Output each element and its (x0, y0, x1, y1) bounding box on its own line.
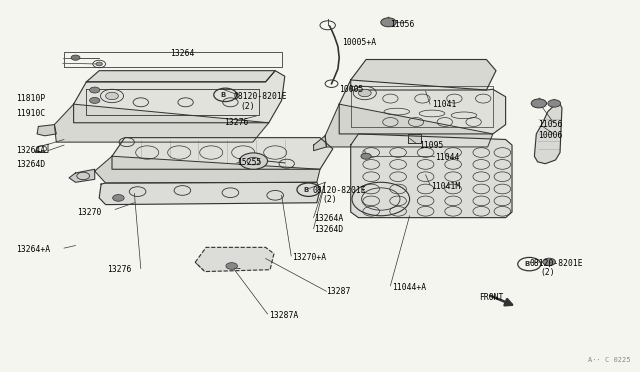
Text: 08120-8201E: 08120-8201E (530, 259, 584, 267)
Text: 13264A: 13264A (314, 214, 343, 223)
Text: 13287: 13287 (326, 287, 351, 296)
Text: 13264+A: 13264+A (16, 245, 50, 254)
Circle shape (543, 258, 556, 266)
Text: 11910C: 11910C (16, 109, 45, 118)
Polygon shape (54, 104, 269, 142)
Polygon shape (74, 71, 285, 123)
Text: 10005+A: 10005+A (342, 38, 376, 47)
Text: 11056: 11056 (538, 120, 562, 129)
Text: 13264D: 13264D (16, 160, 45, 169)
Polygon shape (339, 80, 506, 134)
Circle shape (106, 92, 118, 100)
Text: 13264: 13264 (170, 49, 195, 58)
Text: 13264D: 13264D (314, 225, 343, 234)
Polygon shape (314, 136, 326, 151)
Text: 11044+A: 11044+A (392, 283, 426, 292)
Circle shape (381, 18, 396, 27)
Polygon shape (69, 169, 95, 182)
Polygon shape (534, 104, 562, 164)
Text: FRONT: FRONT (479, 293, 503, 302)
Text: 10005: 10005 (339, 85, 364, 94)
Text: 11810P: 11810P (16, 94, 45, 103)
Circle shape (71, 55, 80, 60)
Text: B: B (303, 187, 308, 193)
Polygon shape (86, 71, 275, 82)
Polygon shape (112, 138, 333, 169)
Circle shape (90, 87, 100, 93)
Polygon shape (37, 125, 56, 136)
Text: 11044: 11044 (435, 153, 460, 162)
Text: (2): (2) (240, 102, 255, 110)
Polygon shape (408, 134, 421, 143)
Polygon shape (195, 247, 274, 272)
Text: 11095: 11095 (419, 141, 444, 150)
Circle shape (531, 99, 547, 108)
Text: 13276: 13276 (224, 118, 248, 127)
Text: 11041M: 11041M (431, 182, 460, 190)
Circle shape (239, 153, 268, 169)
Circle shape (226, 263, 237, 269)
Text: 10006: 10006 (538, 131, 562, 140)
Polygon shape (99, 182, 320, 205)
Circle shape (548, 100, 561, 107)
Text: 13287A: 13287A (269, 311, 298, 320)
Circle shape (361, 153, 371, 159)
Text: 08120-8201E: 08120-8201E (234, 92, 287, 101)
Circle shape (96, 62, 102, 66)
Text: 11041: 11041 (432, 100, 456, 109)
Text: 08120-8201E: 08120-8201E (312, 186, 366, 195)
Text: 13270+A: 13270+A (292, 253, 326, 262)
Polygon shape (351, 134, 512, 218)
Polygon shape (95, 156, 320, 183)
Circle shape (358, 89, 371, 97)
Text: (2): (2) (540, 268, 555, 277)
Text: B: B (524, 261, 529, 267)
Text: 13270: 13270 (77, 208, 101, 217)
Text: B: B (220, 92, 225, 98)
Polygon shape (325, 104, 493, 147)
Text: A·· C 0225: A·· C 0225 (588, 357, 630, 363)
Circle shape (90, 97, 100, 103)
Polygon shape (351, 60, 496, 90)
Text: 11056: 11056 (390, 20, 415, 29)
Text: 13276: 13276 (108, 265, 132, 274)
Text: 13264A: 13264A (16, 146, 45, 155)
Text: 15255: 15255 (237, 158, 261, 167)
Circle shape (113, 195, 124, 201)
Text: (2): (2) (322, 195, 337, 204)
